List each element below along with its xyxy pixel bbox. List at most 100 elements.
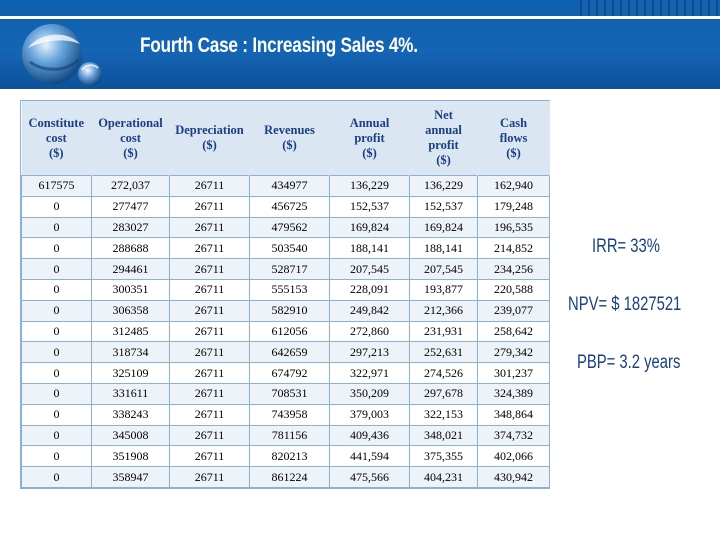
table-cell: 252,631 xyxy=(409,341,478,364)
header-top-line xyxy=(0,16,720,19)
table-cell: 26711 xyxy=(169,216,250,239)
table-cell: 642659 xyxy=(249,341,330,364)
table-cell: 0 xyxy=(21,278,92,301)
table-cell: 169,824 xyxy=(409,216,478,239)
table-row: 0 288688 26711 503540 188,141 188,141 214,852 xyxy=(21,237,550,260)
table-cell: 152,537 xyxy=(329,195,410,218)
table-row: 0 318734 26711 642659 297,213 252,631 279,342 xyxy=(21,341,550,364)
table-cell: 0 xyxy=(21,258,92,280)
table-cell: 404,231 xyxy=(409,466,478,488)
table-cell: 617575 xyxy=(21,175,92,197)
table-cell: 374,732 xyxy=(477,424,550,447)
table-cell: 26711 xyxy=(169,403,250,426)
table-cell: 169,824 xyxy=(329,216,410,239)
table-header: Constitute cost ($) Operational cost ($) Depre… xyxy=(21,101,550,176)
table-cell: 430,942 xyxy=(477,466,550,488)
table-cell: 409,436 xyxy=(329,424,410,447)
table-cell: 26711 xyxy=(169,341,250,364)
globe-logo-icon xyxy=(22,24,102,86)
table-cell: 350,209 xyxy=(329,382,410,405)
column-header-line: Operational xyxy=(98,115,163,130)
table-cell: 26711 xyxy=(169,278,250,301)
table-cell: 26711 xyxy=(169,320,250,343)
table-cell: 152,537 xyxy=(409,195,478,218)
column-header-line: Net xyxy=(434,108,453,122)
table-cell: 781156 xyxy=(249,424,330,447)
header-stripes xyxy=(580,0,720,16)
column-header-line: annual xyxy=(425,123,462,137)
table-cell: 272,860 xyxy=(329,320,410,343)
table-cell: 0 xyxy=(21,424,92,447)
table-cell: 503540 xyxy=(249,237,330,260)
table-cell: 193,877 xyxy=(409,278,478,301)
table-cell: 322,153 xyxy=(409,403,478,426)
column-header-line: ($) xyxy=(282,138,297,152)
table-cell: 188,141 xyxy=(409,237,478,260)
table-cell: 322,971 xyxy=(329,362,410,384)
column-header: Annual profit ($) xyxy=(329,101,410,176)
table-cell: 26711 xyxy=(169,258,250,280)
table-cell: 348,021 xyxy=(409,424,478,447)
table-cell: 26711 xyxy=(169,362,250,384)
table-cell: 441,594 xyxy=(329,445,410,468)
table-cell: 555153 xyxy=(249,278,330,301)
table-cell: 861224 xyxy=(249,466,330,488)
table-cell: 674792 xyxy=(249,362,330,384)
table-cell: 207,545 xyxy=(329,258,410,280)
column-header-line: profit xyxy=(428,138,459,152)
table-row: 0 345008 26711 781156 409,436 348,021 374,732 xyxy=(21,424,550,447)
table-cell: 26711 xyxy=(169,382,250,405)
table-cell: 0 xyxy=(21,341,92,364)
table-cell: 274,526 xyxy=(409,362,478,384)
table-row: 0 277477 26711 456725 152,537 152,537 179,248 xyxy=(21,195,550,218)
slide-header: Fourth Case : Increasing Sales 4%. xyxy=(0,0,720,92)
table-cell: 297,678 xyxy=(409,382,478,405)
table-cell: 188,141 xyxy=(329,237,410,260)
table-cell: 528717 xyxy=(249,258,330,280)
table-cell: 228,091 xyxy=(329,278,410,301)
table-cell: 0 xyxy=(21,195,92,218)
table-cell: 26711 xyxy=(169,175,250,197)
column-header: Constitute cost ($) xyxy=(21,101,92,176)
table-cell: 312485 xyxy=(91,320,170,343)
column-header: Cash flows ($) xyxy=(477,101,550,176)
column-header-line: Annual xyxy=(349,115,390,130)
table-cell: 0 xyxy=(21,445,92,468)
table-cell: 0 xyxy=(21,466,92,488)
irr-value: IRR= 33% xyxy=(592,236,660,257)
table-cell: 338243 xyxy=(91,403,170,426)
pbp-value: PBP= 3.2 years xyxy=(577,352,681,373)
table-row: 0 358947 26711 861224 475,566 404,231 430,942 xyxy=(21,466,550,488)
column-header-line: cost xyxy=(120,130,141,145)
table-cell: 283027 xyxy=(91,216,170,239)
table-cell: 358947 xyxy=(91,466,170,488)
table-row: 0 306358 26711 582910 249,842 212,366 239,077 xyxy=(21,299,550,322)
column-header-line: cost xyxy=(45,130,67,145)
column-header-line: Cash xyxy=(499,115,528,130)
table-cell: 0 xyxy=(21,299,92,322)
table-cell: 196,535 xyxy=(477,216,550,239)
table-cell: 288688 xyxy=(91,237,170,260)
table-cell: 708531 xyxy=(249,382,330,405)
table-cell: 294461 xyxy=(91,258,170,280)
table-cell: 402,066 xyxy=(477,445,550,468)
table-cell: 26711 xyxy=(169,445,250,468)
table-cell: 351908 xyxy=(91,445,170,468)
table-cell: 179,248 xyxy=(477,195,550,218)
table-cell: 0 xyxy=(21,403,92,426)
table-cell: 0 xyxy=(21,382,92,405)
table-cell: 279,342 xyxy=(477,341,550,364)
table-cell: 379,003 xyxy=(329,403,410,426)
table-cell: 136,229 xyxy=(329,175,410,197)
table-cell: 26711 xyxy=(169,237,250,260)
table-cell: 136,229 xyxy=(409,175,478,197)
table-cell: 456725 xyxy=(249,195,330,218)
table-cell: 318734 xyxy=(91,341,170,364)
table-cell: 582910 xyxy=(249,299,330,322)
table-cell: 258,642 xyxy=(477,320,550,343)
table-cell: 234,256 xyxy=(477,258,550,280)
column-header-line: Constitute xyxy=(28,115,85,130)
table-cell: 297,213 xyxy=(329,341,410,364)
table-row: 0 338243 26711 743958 379,003 322,153 348,864 xyxy=(21,403,550,426)
table-cell: 277477 xyxy=(91,195,170,218)
